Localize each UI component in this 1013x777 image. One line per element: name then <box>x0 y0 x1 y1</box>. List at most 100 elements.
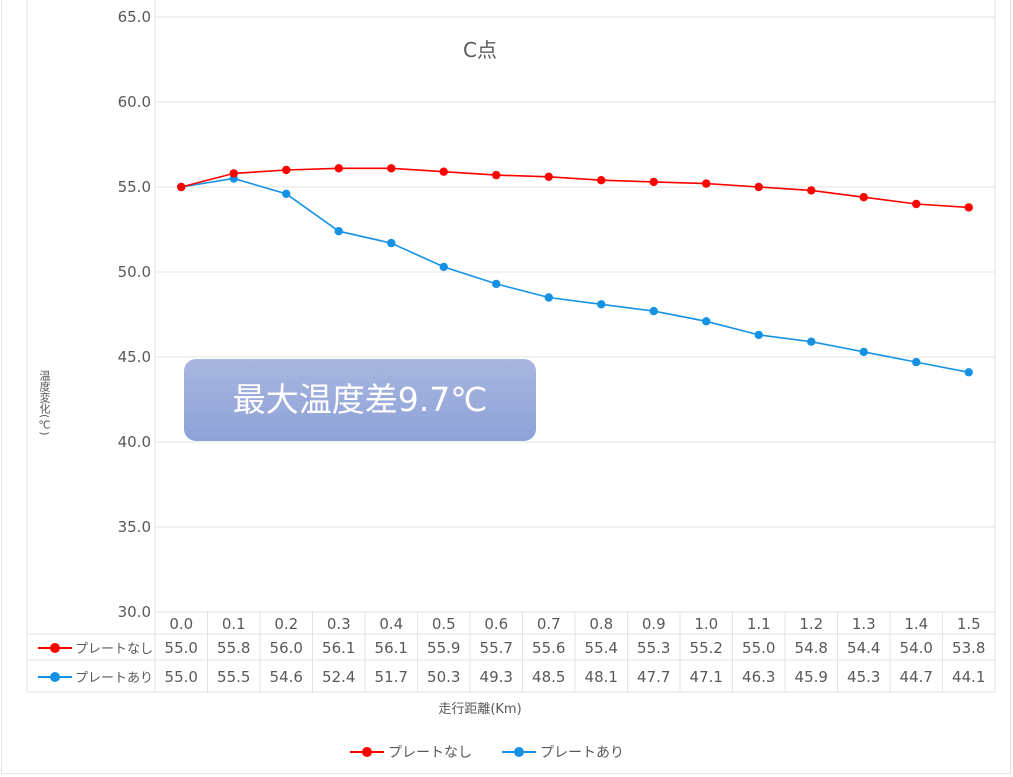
x-tick-label: 0.2 <box>274 615 298 633</box>
data-table-cell: 48.1 <box>585 668 618 686</box>
data-table-cell: 54.0 <box>900 639 933 657</box>
data-point-marker[interactable] <box>912 357 921 367</box>
blue-line-marker-icon <box>38 671 72 683</box>
legend-item-with-plate[interactable]: プレートあり <box>502 742 624 762</box>
data-table-cell: 55.0 <box>165 668 198 686</box>
data-point-marker[interactable] <box>859 347 868 357</box>
data-table-cell: 55.3 <box>637 639 670 657</box>
x-tick-label: 0.6 <box>484 615 508 633</box>
data-table-cell: 56.1 <box>322 639 355 657</box>
data-table-cell: 47.7 <box>637 668 670 686</box>
data-table-cell: 45.3 <box>847 668 880 686</box>
data-point-marker[interactable] <box>387 164 396 173</box>
data-table-cell: 54.4 <box>847 639 880 657</box>
data-table-cell: 55.0 <box>742 639 775 657</box>
x-tick-label: 1.1 <box>747 615 771 633</box>
data-point-marker[interactable] <box>912 199 921 209</box>
data-table-cell: 44.7 <box>900 668 933 686</box>
table-series-name: プレートあり <box>75 671 154 686</box>
data-table-cell: 55.7 <box>480 639 513 657</box>
data-point-marker[interactable] <box>597 300 606 309</box>
x-tick-label: 1.3 <box>852 615 876 633</box>
data-table-cell: 51.7 <box>375 668 408 686</box>
x-tick-label: 0.7 <box>537 615 561 633</box>
x-tick-label: 0.9 <box>642 615 666 633</box>
data-point-marker[interactable] <box>807 186 816 195</box>
x-tick-label: 1.0 <box>694 615 718 633</box>
y-tick-label: 55.0 <box>118 178 151 196</box>
data-point-marker[interactable] <box>544 293 553 302</box>
series-line <box>181 177 969 374</box>
data-point-marker[interactable] <box>334 164 343 173</box>
red-line-marker-icon <box>38 642 72 654</box>
data-table-cell: 45.9 <box>795 668 828 686</box>
y-tick-label: 30.0 <box>118 603 151 621</box>
data-point-marker[interactable] <box>387 238 396 248</box>
data-point-marker[interactable] <box>544 172 553 181</box>
x-tick-label: 0.8 <box>589 615 613 633</box>
table-series-label-with-plate: プレートあり <box>38 667 156 686</box>
data-point-marker[interactable] <box>754 182 763 192</box>
data-point-marker[interactable] <box>492 279 501 289</box>
data-point-marker[interactable] <box>702 179 711 188</box>
data-point-marker[interactable] <box>754 330 763 340</box>
data-table-cell: 55.9 <box>427 639 460 657</box>
red-line-marker-icon <box>350 746 384 758</box>
data-table-cell: 52.4 <box>322 668 355 686</box>
data-point-marker[interactable] <box>334 227 343 236</box>
data-table-cell: 55.6 <box>532 639 565 657</box>
data-table-cell: 46.3 <box>742 668 775 686</box>
chart-legend: プレートなし プレートあり <box>350 741 624 763</box>
data-table-cell: 55.2 <box>690 639 723 657</box>
y-axis-label: 温度変化(℃) <box>38 370 51 436</box>
y-tick-label: 50.0 <box>118 263 151 281</box>
data-table-cell: 47.1 <box>690 668 723 686</box>
data-table-cell: 55.0 <box>165 639 198 657</box>
data-point-marker[interactable] <box>597 176 606 185</box>
y-tick-label: 45.0 <box>118 348 151 366</box>
data-point-marker[interactable] <box>177 182 186 192</box>
data-table-cell: 56.0 <box>270 639 303 657</box>
max-temp-diff-callout: 最大温度差9.7℃ <box>184 359 536 441</box>
legend-item-no-plate[interactable]: プレートなし <box>350 742 472 762</box>
legend-label: プレートあり <box>540 745 624 761</box>
x-tick-label: 1.5 <box>957 615 981 633</box>
data-point-marker[interactable] <box>702 317 711 326</box>
data-point-marker[interactable] <box>649 306 658 316</box>
data-table-cell: 55.8 <box>217 639 250 657</box>
data-point-marker[interactable] <box>492 170 501 180</box>
data-point-marker[interactable] <box>859 193 868 202</box>
x-tick-label: 0.4 <box>379 615 403 633</box>
table-series-label-no-plate: プレートなし <box>38 638 156 657</box>
data-point-marker[interactable] <box>439 262 448 272</box>
x-tick-label: 0.3 <box>327 615 351 633</box>
data-point-marker[interactable] <box>964 368 973 377</box>
data-point-marker[interactable] <box>649 177 658 187</box>
data-table-cell: 55.5 <box>217 668 250 686</box>
chart-title: C点 <box>463 38 497 62</box>
data-point-marker[interactable] <box>964 203 973 212</box>
series-line <box>181 167 969 209</box>
legend-label: プレートなし <box>388 745 472 761</box>
y-tick-label: 40.0 <box>118 433 151 451</box>
data-table-cell: 44.1 <box>952 668 985 686</box>
x-axis-label: 走行距離(Km) <box>438 702 522 717</box>
data-point-marker[interactable] <box>282 189 291 198</box>
data-table-cell: 50.3 <box>427 668 460 686</box>
data-point-marker[interactable] <box>229 169 238 178</box>
x-tick-label: 0.1 <box>222 615 246 633</box>
blue-line-marker-icon <box>502 746 536 758</box>
data-table-cell: 54.6 <box>270 668 303 686</box>
data-point-marker[interactable] <box>439 167 448 176</box>
data-table-cell: 49.3 <box>480 668 513 686</box>
data-table-cell: 53.8 <box>952 639 985 657</box>
x-tick-label: 0.5 <box>432 615 456 633</box>
data-point-marker[interactable] <box>282 165 291 175</box>
x-tick-label: 1.2 <box>799 615 823 633</box>
data-table-cell: 56.1 <box>375 639 408 657</box>
x-tick-label: 0.0 <box>169 615 193 633</box>
data-table-cell: 55.4 <box>585 639 618 657</box>
data-point-marker[interactable] <box>807 337 816 346</box>
